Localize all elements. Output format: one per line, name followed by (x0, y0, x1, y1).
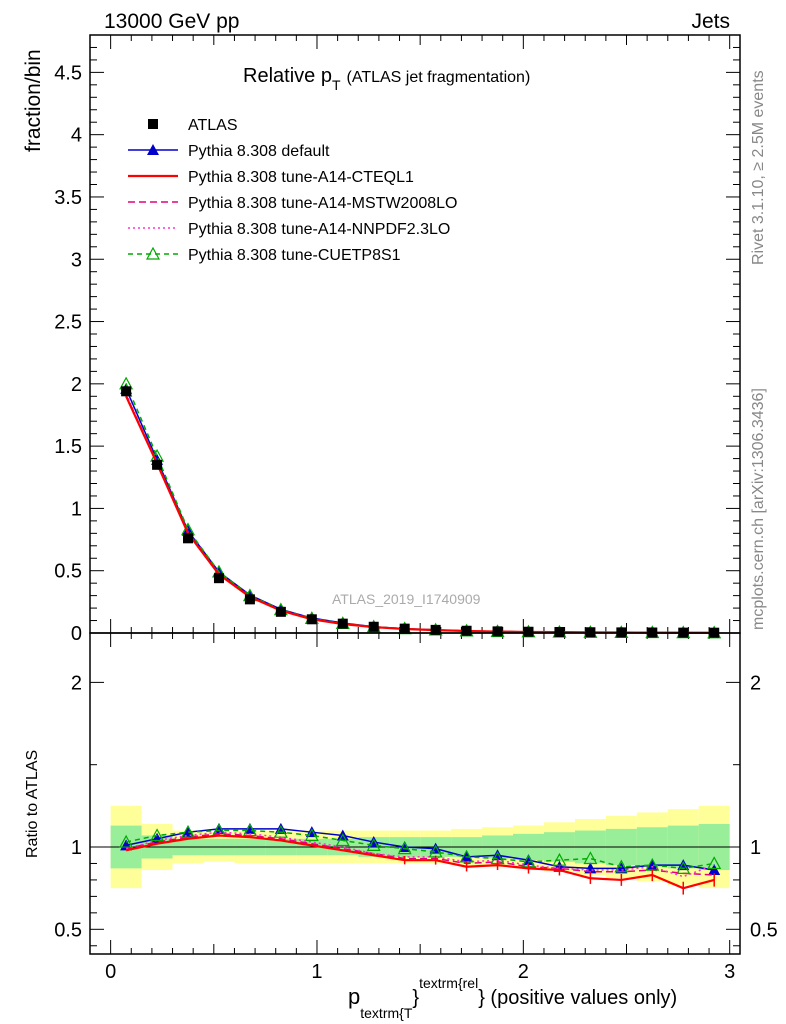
legend-label: Pythia 8.308 default (188, 143, 330, 160)
data-point (676, 861, 691, 875)
data-point (183, 533, 194, 544)
ratio-line (125, 834, 715, 890)
data-point (646, 859, 659, 871)
legend-label: Pythia 8.308 tune-A14-MSTW2008LO (188, 195, 457, 212)
header-left: 13000 GeV pp (104, 10, 239, 33)
data-point (306, 614, 317, 625)
chart-title: Relative pT (ATLAS jet fragmentation) (243, 65, 530, 93)
main-y-tick-label: 2.5 (54, 312, 82, 334)
data-point (181, 824, 196, 838)
data-point (275, 606, 286, 617)
ratio-y-tick-label-right: 0.5 (750, 919, 778, 941)
data-point (708, 864, 721, 876)
analysis-watermark: ATLAS_2019_I1740909 (332, 591, 481, 607)
legend-label: Pythia 8.308 tune-CUETP8S1 (188, 247, 401, 264)
data-point (614, 859, 629, 873)
ratio-series (119, 822, 722, 895)
rivet-label: Rivet 3.1.10, ≥ 2.5M events (750, 70, 767, 265)
x-axis-title: ptextrm{T}textrm{rel} (positive values o… (348, 975, 677, 1021)
data-point (459, 849, 474, 863)
main-y-tick-label: 1.5 (54, 436, 82, 458)
data-point (583, 851, 598, 865)
data-point (368, 621, 379, 632)
ratio-y-tick-label: 1 (71, 837, 82, 859)
data-point (304, 828, 319, 842)
x-tick-label: 3 (724, 961, 735, 983)
data-point (119, 834, 134, 848)
data-point (244, 594, 255, 605)
data-point (121, 386, 132, 397)
data-point (430, 624, 441, 635)
data-point (148, 119, 158, 129)
data-point (335, 833, 350, 847)
data-point (707, 856, 722, 870)
data-point (461, 625, 472, 636)
data-point (273, 824, 288, 838)
ratio-frame (89, 632, 741, 955)
ratio-axes: 0 1 2 3 0.5 0.5 1 1 2 2 (54, 633, 778, 983)
data-point (554, 627, 565, 638)
x-tick-label: 0 (105, 961, 116, 983)
data-point (242, 823, 257, 837)
ratio-y-tick-label: 0.5 (54, 919, 82, 941)
ratio-y-tick-label-right: 1 (750, 837, 761, 859)
data-point (397, 841, 412, 855)
main-y-tick-label: 2 (71, 374, 82, 396)
ratio-ylabel: Ratio to ATLAS (24, 750, 41, 858)
data-point (150, 828, 165, 842)
ratio-y-tick-label: 2 (71, 672, 82, 694)
ratio-y-tick-label-right: 2 (750, 672, 761, 694)
data-point (523, 626, 534, 637)
data-point (213, 573, 224, 584)
main-y-tick-label: 1 (71, 498, 82, 520)
mcplots-label: mcplots.cern.ch [arXiv:1306.3436] (750, 388, 767, 630)
legend-label: Pythia 8.308 tune-A14-NNPDF2.3LO (188, 221, 450, 238)
main-y-tick-label: 0 (71, 623, 82, 645)
legend-label: Pythia 8.308 tune-A14-CTEQL1 (188, 169, 414, 186)
ratio-line (125, 828, 715, 871)
data-point (147, 144, 159, 155)
data-point (399, 623, 410, 634)
x-tick-label: 1 (311, 961, 322, 983)
main-axes: 0 0.5 1 1.5 2 2.5 3 3.5 4 4.5 (54, 34, 740, 645)
data-point (366, 838, 381, 851)
main-y-tick-label: 4 (71, 125, 82, 147)
legend: ATLAS Pythia 8.308 default Pythia 8.308 tu… (128, 117, 457, 264)
data-point (337, 618, 348, 629)
legend-label: ATLAS (188, 117, 238, 134)
data-point (152, 459, 163, 470)
main-y-tick-label: 4.5 (54, 62, 82, 84)
data-point (492, 626, 503, 637)
data-point (145, 246, 161, 260)
main-ylabel: fraction/bin (22, 49, 45, 152)
x-tick-label: 2 (518, 961, 529, 983)
main-y-tick-label: 3 (71, 249, 82, 271)
header-right: Jets (691, 10, 730, 33)
main-y-tick-label: 0.5 (54, 561, 82, 583)
main-y-tick-label: 3.5 (54, 187, 82, 209)
